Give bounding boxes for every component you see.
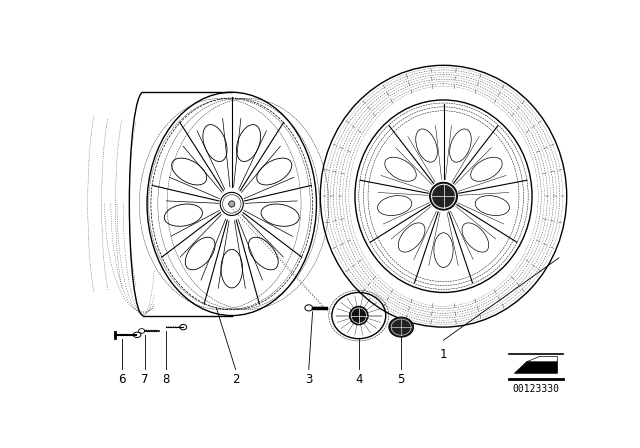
Ellipse shape <box>228 201 235 207</box>
Polygon shape <box>527 356 557 362</box>
Text: 1: 1 <box>440 348 447 361</box>
Text: 8: 8 <box>163 373 170 386</box>
Ellipse shape <box>389 317 413 337</box>
Text: 00123330: 00123330 <box>513 384 559 394</box>
Ellipse shape <box>429 182 458 210</box>
Text: 4: 4 <box>355 373 362 386</box>
Text: 3: 3 <box>305 373 312 386</box>
Polygon shape <box>515 362 557 373</box>
Ellipse shape <box>349 306 368 325</box>
Text: 6: 6 <box>118 373 125 386</box>
Text: 2: 2 <box>232 373 239 386</box>
Text: 7: 7 <box>141 373 148 386</box>
Text: 5: 5 <box>397 373 405 386</box>
